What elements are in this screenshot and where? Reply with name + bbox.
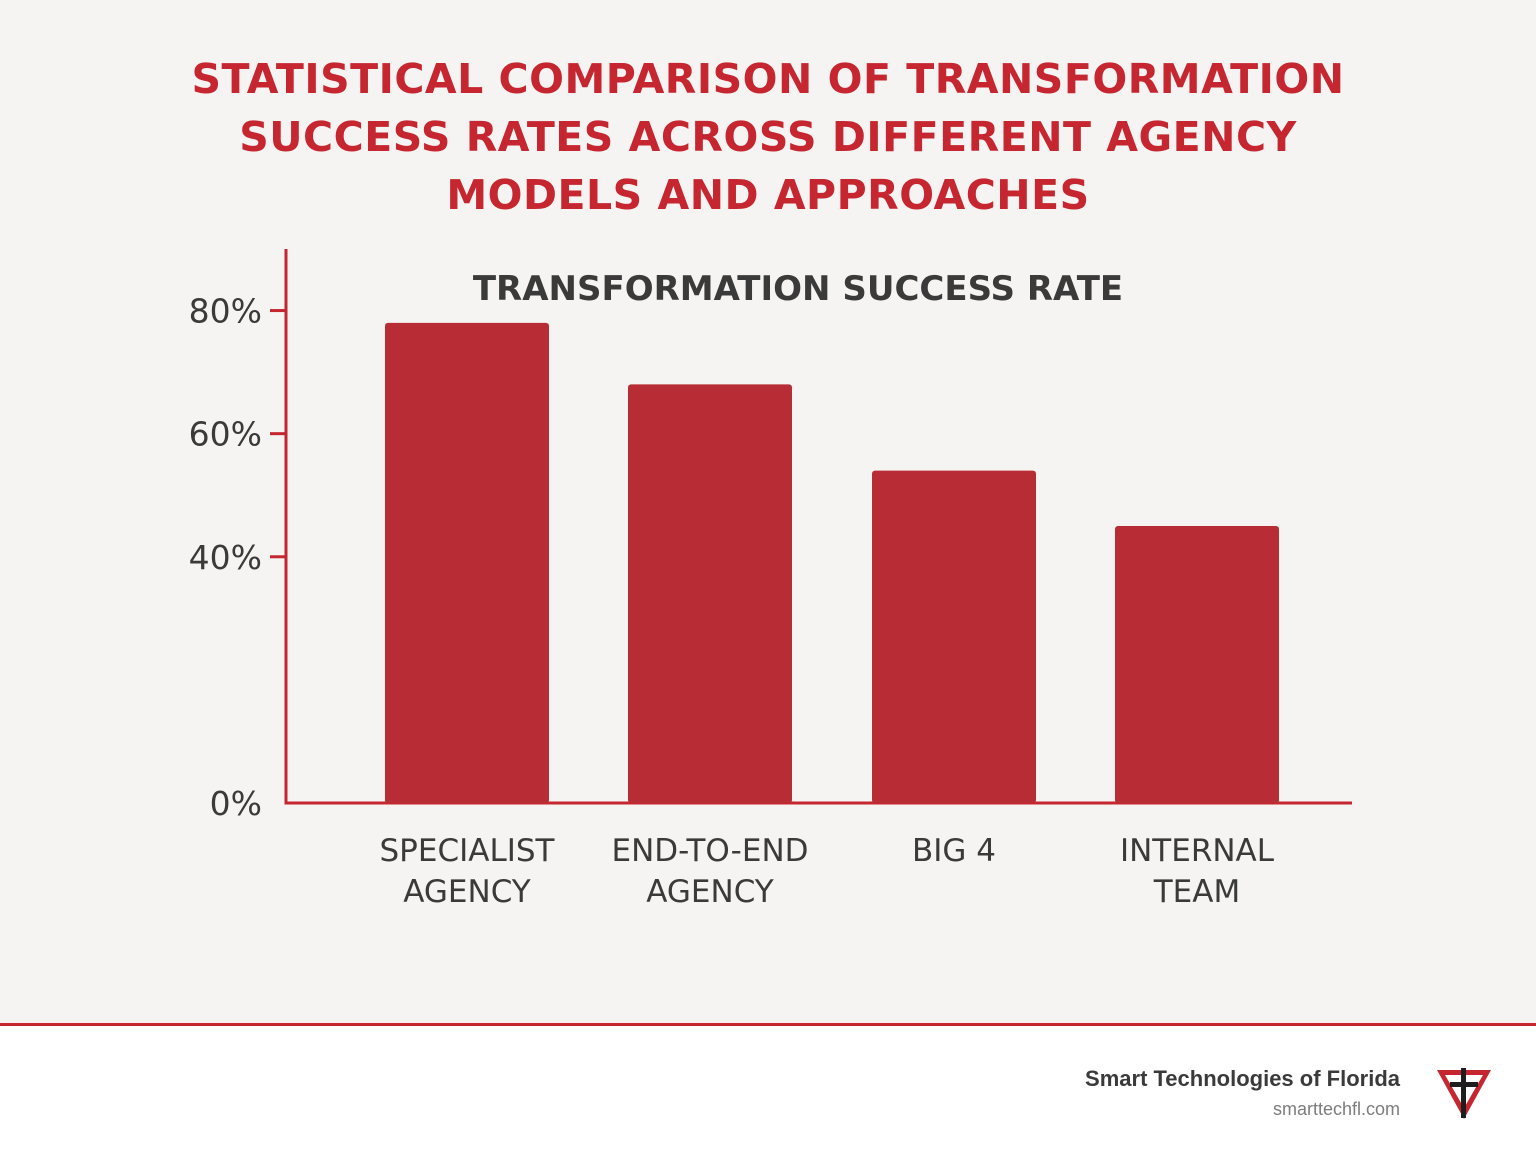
x-category-label: BIG 4	[912, 833, 996, 869]
page-title-line-1: STATISTICAL COMPARISON OF TRANSFORMATION	[191, 55, 1345, 103]
page-title-line-2: SUCCESS RATES ACROSS DIFFERENT AGENCY	[239, 113, 1297, 161]
company-url: smarttechfl.com	[1272, 1099, 1400, 1119]
bar-2	[628, 384, 792, 803]
page-title-line-3: MODELS AND APPROACHES	[446, 171, 1090, 219]
chart-title: TRANSFORMATION SUCCESS RATE	[473, 269, 1123, 309]
bar-3	[872, 470, 1036, 803]
company-logo-icon	[1437, 1068, 1491, 1119]
bar-4	[1115, 526, 1279, 803]
y-tick-label: 60%	[189, 415, 262, 454]
x-category-label: INTERNAL	[1120, 833, 1275, 869]
x-category-label: TEAM	[1153, 874, 1240, 910]
bar-chart: TRANSFORMATION SUCCESS RATE 80% 60% 40% 0% SP…	[189, 249, 1352, 910]
company-name: Smart Technologies of Florida	[1085, 1066, 1400, 1091]
x-category-label: AGENCY	[403, 874, 531, 910]
page-title: STATISTICAL COMPARISON OF TRANSFORMATION…	[118, 50, 1418, 224]
footer-divider	[0, 1023, 1536, 1026]
y-tick-label: 80%	[189, 292, 262, 331]
x-category-label: AGENCY	[646, 874, 774, 910]
y-tick-label: 0%	[210, 784, 262, 823]
y-tick-label: 40%	[189, 538, 262, 577]
x-category-label: SPECIALIST	[380, 833, 556, 869]
bar-1	[385, 322, 549, 803]
x-category-label: END-TO-END	[611, 833, 808, 869]
